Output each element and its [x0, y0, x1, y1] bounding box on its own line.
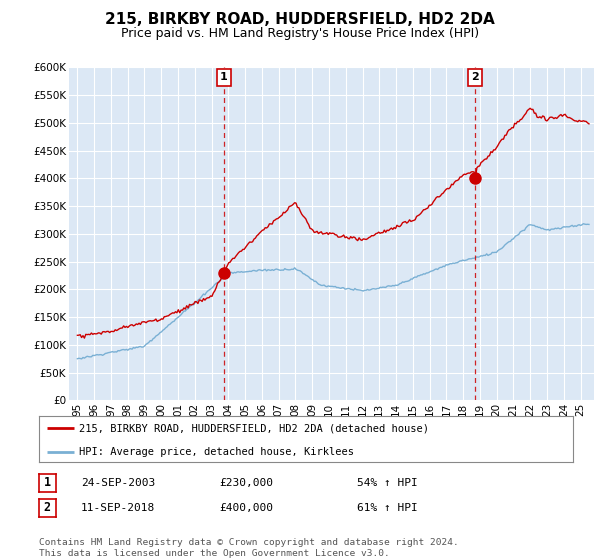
Text: HPI: Average price, detached house, Kirklees: HPI: Average price, detached house, Kirk… — [79, 447, 354, 457]
Text: Price paid vs. HM Land Registry's House Price Index (HPI): Price paid vs. HM Land Registry's House … — [121, 27, 479, 40]
Text: 11-SEP-2018: 11-SEP-2018 — [81, 503, 155, 513]
Text: 1: 1 — [44, 476, 51, 489]
Text: 1: 1 — [220, 72, 227, 82]
Text: 54% ↑ HPI: 54% ↑ HPI — [357, 478, 418, 488]
Text: 215, BIRKBY ROAD, HUDDERSFIELD, HD2 2DA (detached house): 215, BIRKBY ROAD, HUDDERSFIELD, HD2 2DA … — [79, 423, 429, 433]
Text: 61% ↑ HPI: 61% ↑ HPI — [357, 503, 418, 513]
Text: 24-SEP-2003: 24-SEP-2003 — [81, 478, 155, 488]
Text: £230,000: £230,000 — [219, 478, 273, 488]
Text: 2: 2 — [44, 501, 51, 515]
Text: 215, BIRKBY ROAD, HUDDERSFIELD, HD2 2DA: 215, BIRKBY ROAD, HUDDERSFIELD, HD2 2DA — [105, 12, 495, 27]
Text: £400,000: £400,000 — [219, 503, 273, 513]
Text: Contains HM Land Registry data © Crown copyright and database right 2024.
This d: Contains HM Land Registry data © Crown c… — [39, 538, 459, 558]
Text: 2: 2 — [471, 72, 479, 82]
